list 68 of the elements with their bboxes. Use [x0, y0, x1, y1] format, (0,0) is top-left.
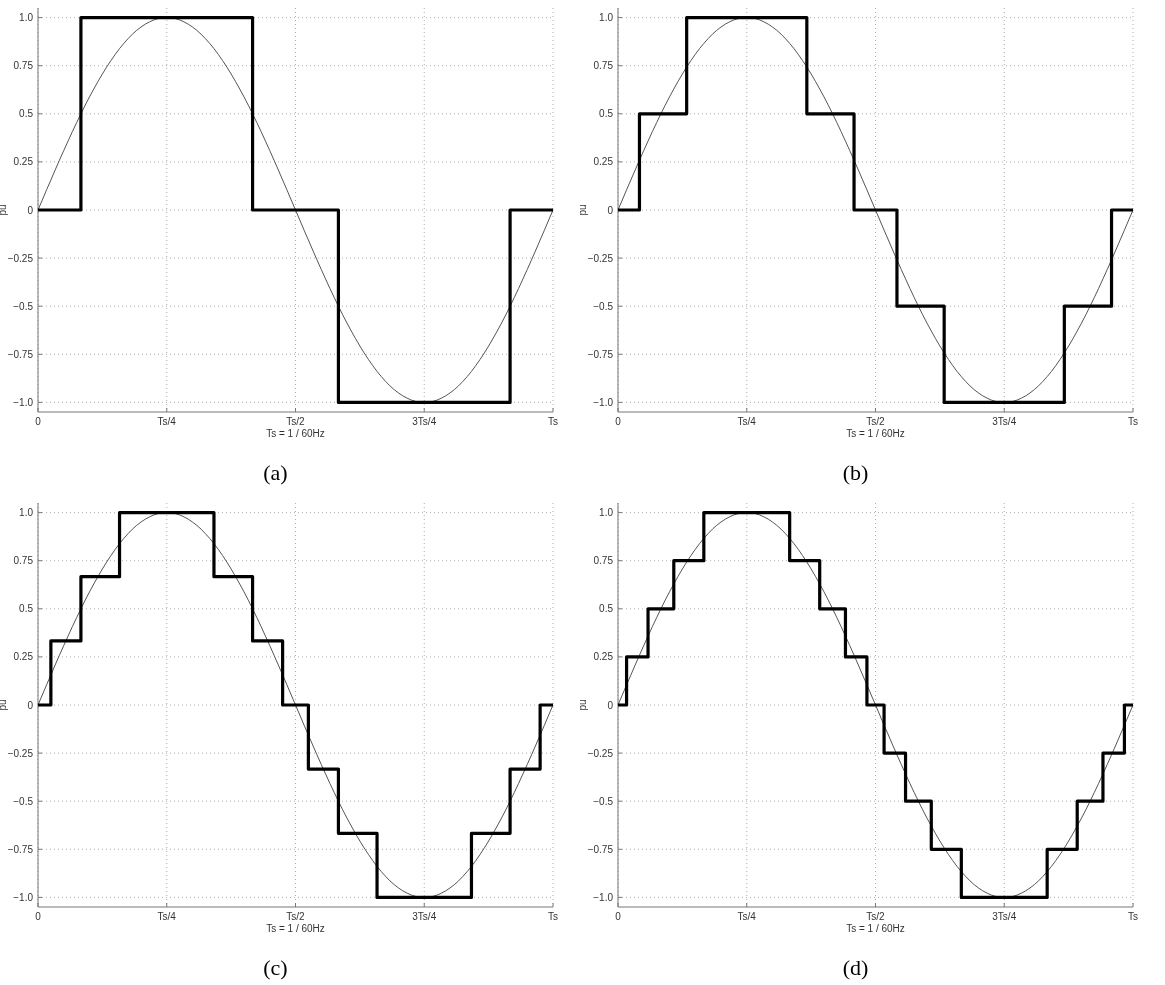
y-tick-label: −0.75 — [587, 843, 614, 855]
text: (c) — [263, 955, 288, 980]
y-tick-label: 0.5 — [19, 603, 34, 615]
x-tick-label: Ts/2 — [286, 911, 306, 922]
x-axis-title: Ts = 1 / 60Hz — [266, 923, 325, 934]
y-tick-label: −0.25 — [587, 252, 614, 264]
x-tick-label: Ts — [1128, 416, 1138, 427]
y-axis-title: pu — [0, 699, 8, 711]
x-tick-label: Ts/4 — [737, 911, 757, 922]
y-tick-label: 1.0 — [599, 12, 614, 24]
y-tick-label: 1.0 — [599, 507, 614, 519]
y-tick-label: −0.25 — [587, 747, 614, 759]
x-tick-label: 3Ts/4 — [992, 416, 1017, 427]
x-tick-label: Ts — [548, 911, 558, 922]
y-tick-label: 0 — [27, 204, 34, 216]
x-axis-title: Ts = 1 / 60Hz — [266, 428, 325, 439]
y-axis-title: pu — [577, 699, 588, 711]
y-tick-label: 0.25 — [13, 156, 34, 168]
y-tick-label: 0.5 — [599, 108, 614, 120]
y-tick-label: 0.5 — [19, 108, 34, 120]
y-tick-label: 0 — [607, 204, 614, 216]
y-tick-label: −1.0 — [13, 891, 34, 903]
x-axis-title: Ts = 1 / 60Hz — [846, 428, 905, 439]
y-tick-label: −1.0 — [13, 396, 34, 408]
x-tick-label: Ts/4 — [737, 416, 757, 427]
y-tick-label: −1.0 — [593, 891, 614, 903]
y-tick-label: −0.25 — [7, 252, 34, 264]
x-tick-label: 3Ts/4 — [412, 416, 437, 427]
x-tick-label: Ts/4 — [157, 911, 177, 922]
x-tick-label: Ts/2 — [866, 911, 886, 922]
y-tick-label: −1.0 — [593, 396, 614, 408]
x-tick-label: 0 — [615, 911, 622, 922]
text: (d) — [842, 955, 869, 980]
y-tick-label: 0.25 — [13, 651, 34, 663]
y-tick-label: −0.75 — [7, 843, 34, 855]
x-tick-label: 3Ts/4 — [412, 911, 437, 922]
y-tick-label: 0.25 — [593, 651, 614, 663]
y-tick-label: −0.75 — [7, 348, 34, 360]
y-tick-label: −0.75 — [587, 348, 614, 360]
text: (b) — [842, 460, 869, 485]
y-tick-label: −0.5 — [593, 795, 614, 807]
x-tick-label: 3Ts/4 — [992, 911, 1017, 922]
y-axis-title: pu — [0, 204, 8, 216]
y-tick-label: 0.75 — [13, 60, 34, 72]
x-tick-label: Ts/2 — [286, 416, 306, 427]
x-tick-label: Ts/4 — [157, 416, 177, 427]
y-tick-label: 1.0 — [19, 507, 34, 519]
x-tick-label: 0 — [35, 911, 42, 922]
y-axis-title: pu — [577, 204, 588, 216]
x-tick-label: 0 — [615, 416, 622, 427]
x-tick-label: 0 — [35, 416, 42, 427]
y-tick-label: −0.5 — [593, 300, 614, 312]
y-tick-label: 0.25 — [593, 156, 614, 168]
y-tick-label: 0 — [607, 699, 614, 711]
x-tick-label: Ts — [1128, 911, 1138, 922]
y-tick-label: −0.5 — [13, 300, 34, 312]
y-tick-label: 0.75 — [593, 60, 614, 72]
text: (a) — [263, 460, 288, 485]
x-axis-title: Ts = 1 / 60Hz — [846, 923, 905, 934]
y-tick-label: −0.25 — [7, 747, 34, 759]
y-tick-label: 0.75 — [593, 555, 614, 567]
x-tick-label: Ts — [548, 416, 558, 427]
x-tick-label: Ts/2 — [866, 416, 886, 427]
y-tick-label: −0.5 — [13, 795, 34, 807]
y-tick-label: 0.5 — [599, 603, 614, 615]
y-tick-label: 0.75 — [13, 555, 34, 567]
y-tick-label: 0 — [27, 699, 34, 711]
y-tick-label: 1.0 — [19, 12, 34, 24]
